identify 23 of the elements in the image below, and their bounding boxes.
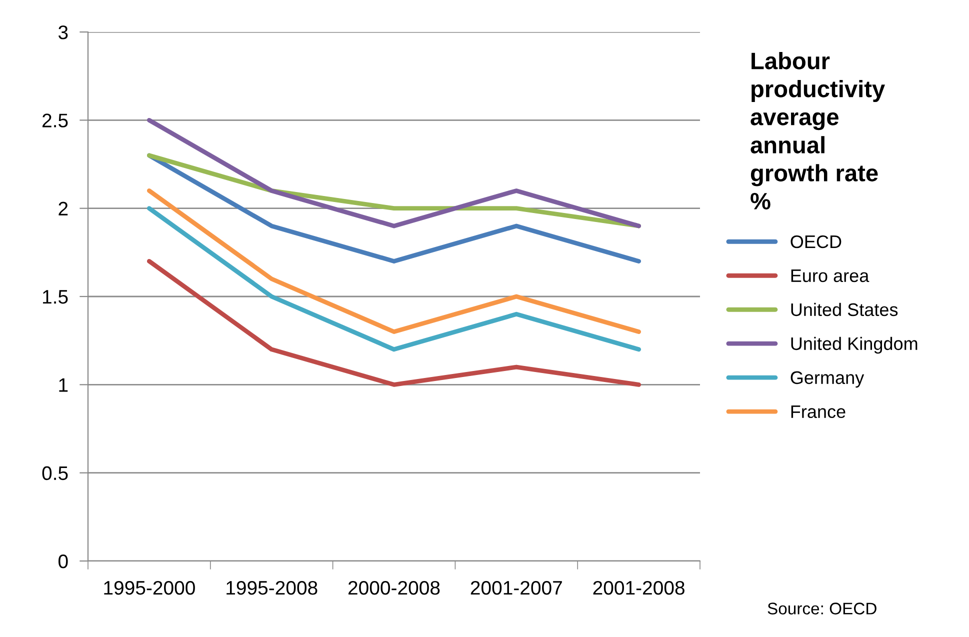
legend-label: Germany xyxy=(790,371,864,388)
y-tick-label: 0.5 xyxy=(42,466,68,480)
y-tick-label: 1.5 xyxy=(43,290,68,304)
legend-label: OECD xyxy=(790,235,842,248)
y-tick-label: 2.5 xyxy=(42,114,68,128)
legend-label: United States xyxy=(791,302,898,316)
legend-label: United Kingdom xyxy=(791,336,918,354)
x-tick-label: 2000-2008 xyxy=(348,580,440,595)
y-tick-label: 0 xyxy=(58,554,68,568)
source-note: Source: OECD xyxy=(768,602,876,614)
y-tick-label: 1 xyxy=(59,378,68,392)
y-tick-label: 3 xyxy=(58,25,68,40)
x-tick-label: 2001-2007 xyxy=(470,580,562,595)
legend-label: France xyxy=(791,405,846,418)
line-series xyxy=(146,188,642,334)
text: Labour productivity average annual growth rate % xyxy=(750,52,885,210)
legend-label: Euro area xyxy=(791,270,870,282)
line-series xyxy=(146,259,642,387)
x-tick-label: 2001-2008 xyxy=(593,580,684,595)
x-tick-label: 1995-2008 xyxy=(226,580,318,595)
line-series xyxy=(146,206,642,352)
y-tick-label: 2 xyxy=(58,202,68,216)
x-tick-label: 1995-2000 xyxy=(104,580,195,595)
